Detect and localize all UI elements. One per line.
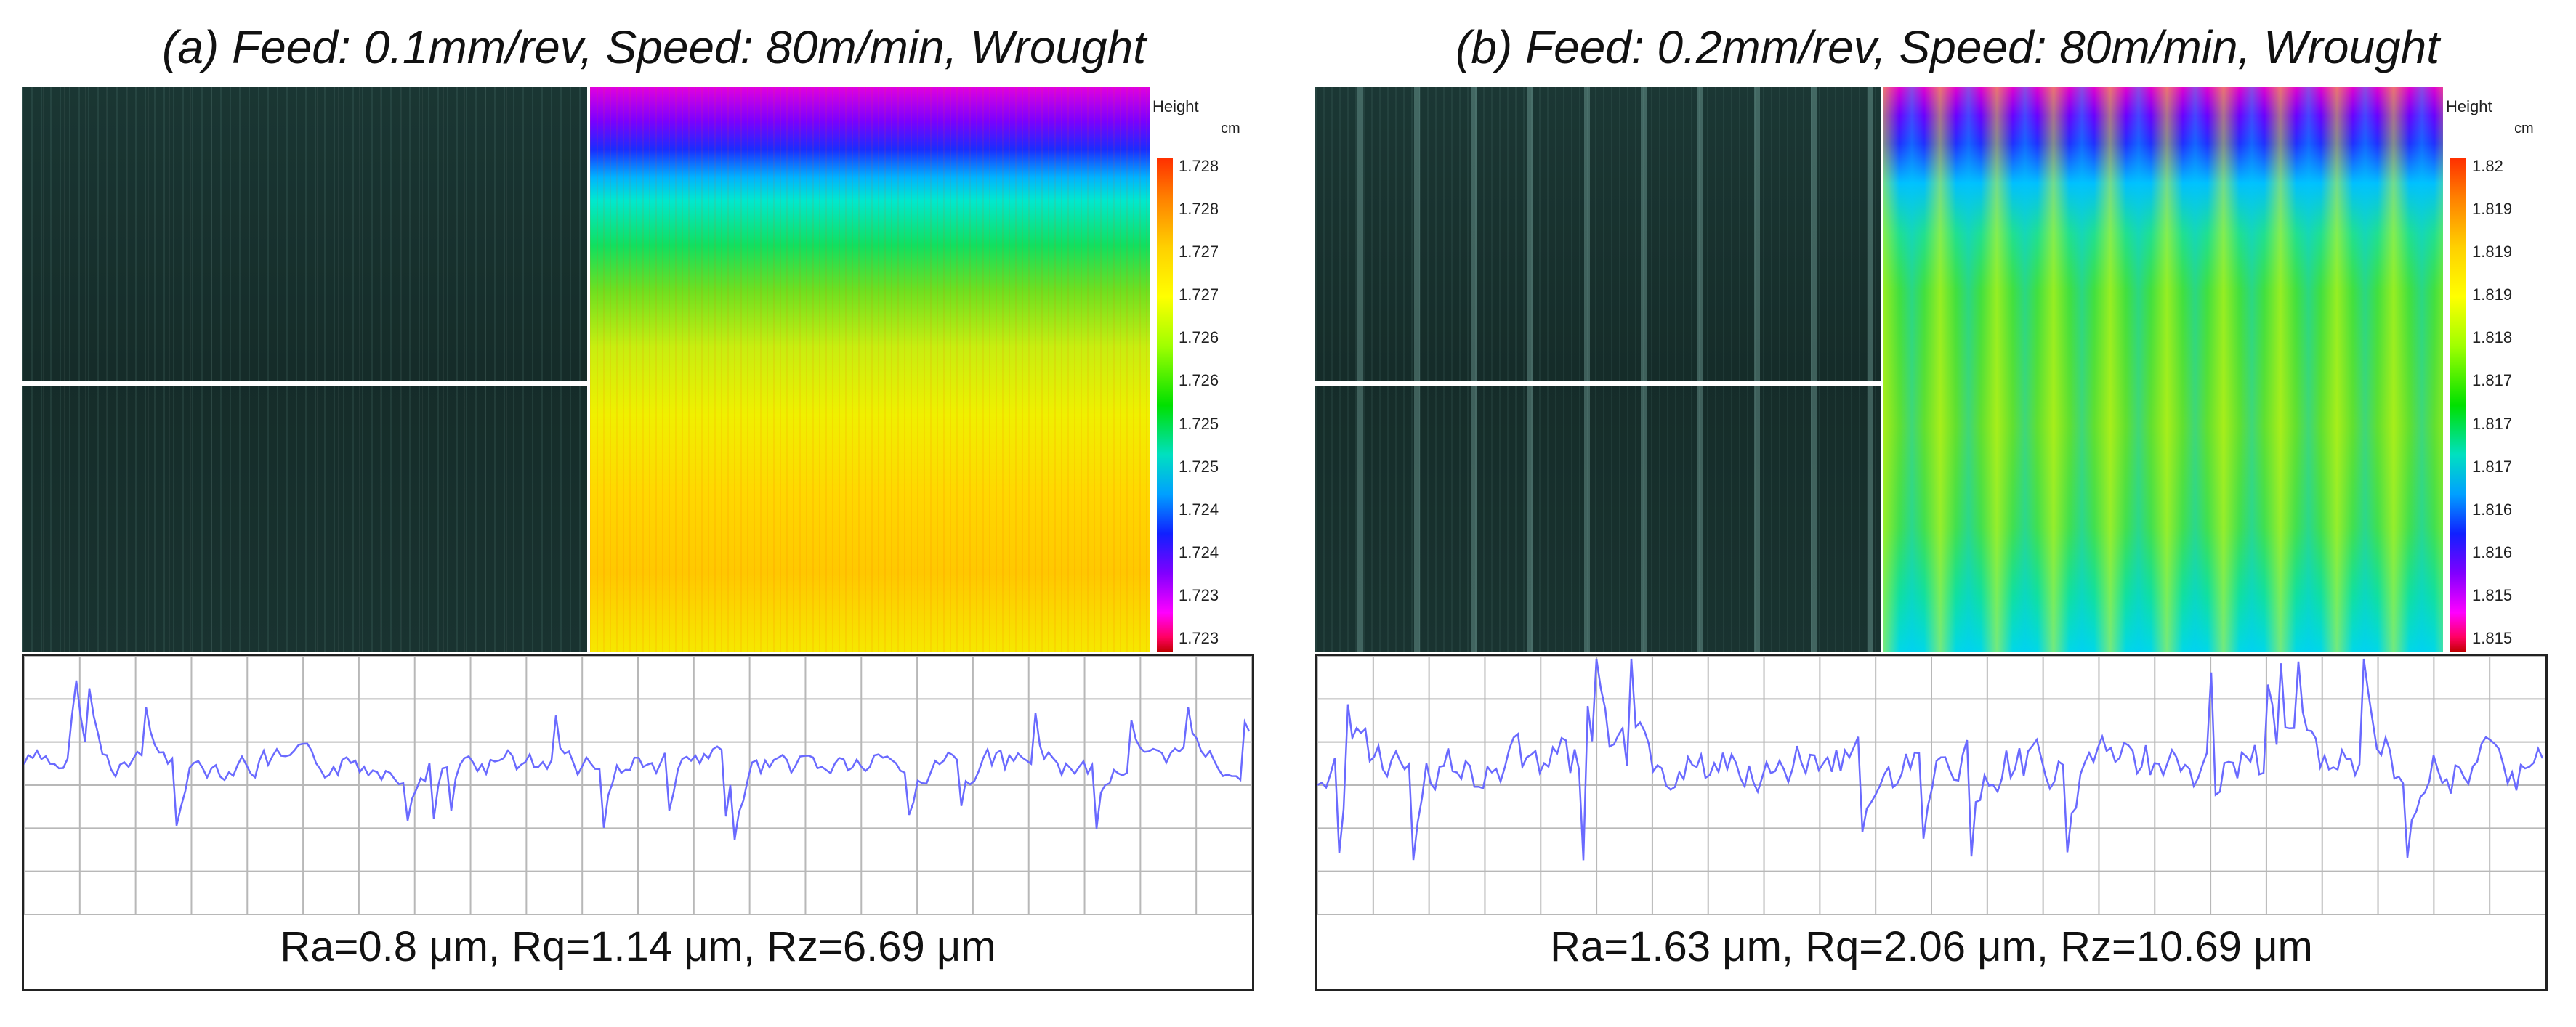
height-map-image xyxy=(590,87,1150,652)
colorbar-tick-label: 1.819 xyxy=(2472,285,2513,304)
height-colorbar xyxy=(2450,158,2466,652)
colorbar-unit: cm xyxy=(1221,121,1240,137)
height-colorbar xyxy=(1157,158,1173,652)
colorbar-tick-label: 1.817 xyxy=(2472,457,2513,476)
roughness-values: Ra=0.8 μm, Rq=1.14 μm, Rz=6.69 μm xyxy=(280,923,996,970)
colorbar-label: Height xyxy=(2446,97,2492,115)
roughness-profile-plot xyxy=(1315,654,2548,991)
colorbar-tick-label: 1.815 xyxy=(2472,585,2513,604)
micrograph-image xyxy=(1315,87,1881,652)
colorbar-tick-label: 1.725 xyxy=(1179,457,1219,476)
colorbar-tick-label: 1.724 xyxy=(1179,500,1219,519)
colorbar-tick-label: 1.728 xyxy=(1179,200,1219,219)
colorbar-tick-label: 1.817 xyxy=(2472,371,2513,390)
colorbar-tick-label: 1.723 xyxy=(1179,585,1219,604)
panel-a: (a) Feed: 0.1mm/rev, Speed: 80m/min, Wro… xyxy=(22,0,1286,1027)
profile-svg xyxy=(1317,656,2545,915)
colorbar-tick-label: 1.725 xyxy=(1179,414,1219,433)
panel-title: (b) Feed: 0.2mm/rev, Speed: 80m/min, Wro… xyxy=(1455,21,2439,73)
colorbar-tick-label: 1.82 xyxy=(2472,157,2503,175)
colorbar-tick-label: 1.724 xyxy=(1179,543,1219,561)
colorbar-tick-label: 1.727 xyxy=(1179,243,1219,261)
profile-trace xyxy=(1317,658,2544,861)
height-map-image xyxy=(1883,87,2443,652)
colorbar-tick-label: 1.723 xyxy=(1179,629,1219,647)
roughness-profile-plot xyxy=(22,654,1254,991)
profile-scan-line xyxy=(1315,381,1881,386)
colorbar-unit: cm xyxy=(2514,121,2534,137)
colorbar-tick-label: 1.728 xyxy=(1179,157,1219,175)
roughness-values: Ra=1.63 μm, Rq=2.06 μm, Rz=10.69 μm xyxy=(1550,923,2313,970)
colorbar-ticks: 1.728 1.728 1.727 1.727 1.726 1.726 1.725 1.725… xyxy=(1179,157,1266,652)
colorbar-tick-label: 1.817 xyxy=(2472,414,2513,433)
profile-scan-line xyxy=(22,381,587,386)
colorbar-tick-label: 1.726 xyxy=(1179,371,1219,390)
colorbar-ticks: 1.82 1.819 1.819 1.819 1.818 1.817 1.817 1.817 1… xyxy=(2472,157,2559,652)
panel-b: (b) Feed: 0.2mm/rev, Speed: 80m/min, Wro… xyxy=(1315,0,2576,1027)
colorbar-tick-label: 1.726 xyxy=(1179,328,1219,347)
panel-title: (a) Feed: 0.1mm/rev, Speed: 80m/min, Wro… xyxy=(162,21,1146,73)
colorbar-tick-label: 1.727 xyxy=(1179,285,1219,304)
colorbar-tick-label: 1.818 xyxy=(2472,328,2513,347)
colorbar-tick-label: 1.815 xyxy=(2472,629,2513,647)
profile-svg xyxy=(24,656,1252,915)
profile-trace xyxy=(24,680,1251,840)
colorbar-tick-label: 1.816 xyxy=(2472,543,2513,561)
micrograph-image xyxy=(22,87,587,652)
colorbar-label: Height xyxy=(1152,97,1199,115)
colorbar-tick-label: 1.819 xyxy=(2472,243,2513,261)
colorbar-tick-label: 1.816 xyxy=(2472,500,2513,519)
colorbar-tick-label: 1.819 xyxy=(2472,200,2513,219)
